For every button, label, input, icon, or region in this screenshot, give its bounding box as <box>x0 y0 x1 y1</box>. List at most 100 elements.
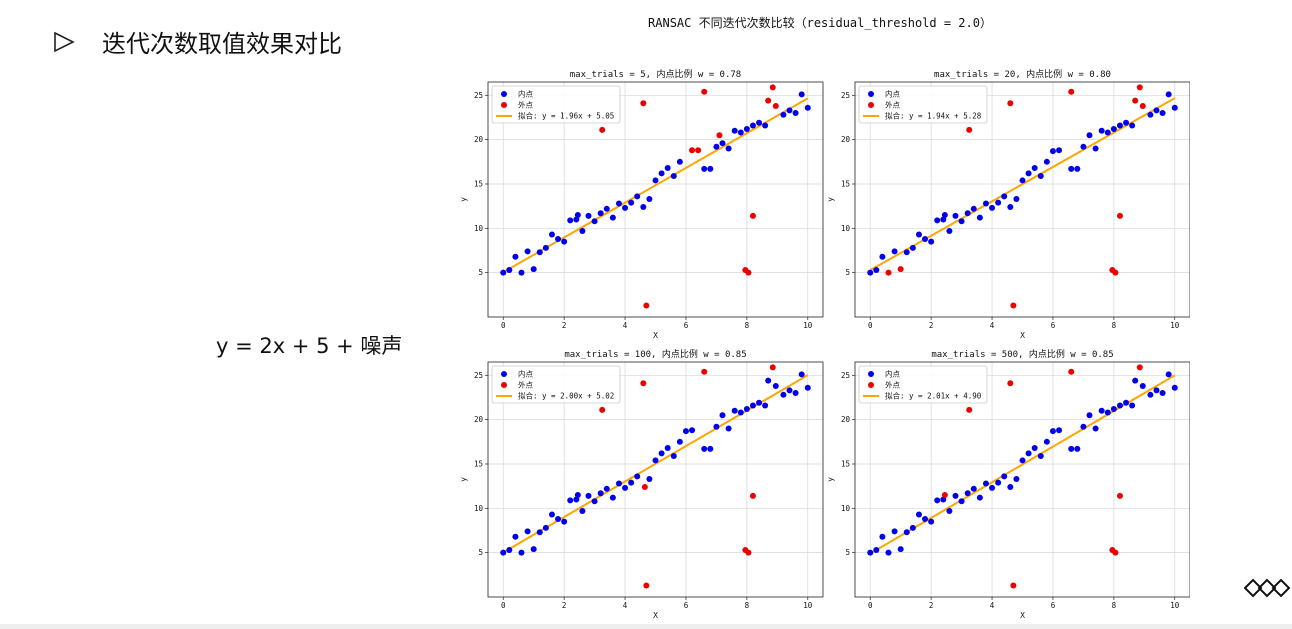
inlier-point <box>640 204 647 211</box>
inlier-point <box>1001 473 1008 480</box>
inlier-point <box>922 515 929 522</box>
inlier-point <box>1043 158 1050 165</box>
outlier-point <box>1132 97 1139 104</box>
y-tick-label: 20 <box>841 135 851 144</box>
inlier-point <box>867 549 874 556</box>
inlier-point <box>555 515 562 522</box>
y-tick-label: 10 <box>841 224 851 233</box>
inlier-point <box>561 518 568 525</box>
inlier-point <box>731 127 738 134</box>
inlier-point <box>765 377 772 384</box>
inlier-point <box>792 390 799 397</box>
inlier-point <box>1098 127 1105 134</box>
inlier-point <box>1159 110 1166 117</box>
inlier-point <box>891 248 898 255</box>
inlier-point <box>1129 122 1136 129</box>
outlier-point <box>966 406 973 413</box>
chart-title: max_trials = 20, 内点比例 w = 0.80 <box>934 68 1111 80</box>
inlier-point <box>756 119 763 126</box>
inlier-point <box>615 200 622 207</box>
inlier-point <box>530 546 537 553</box>
outlier-point <box>701 88 708 95</box>
inlier-point <box>542 524 549 531</box>
inlier-point <box>885 549 892 556</box>
inlier-point <box>743 406 750 412</box>
outlier-point <box>749 492 756 499</box>
y-axis-label: y <box>459 197 468 202</box>
legend-box <box>491 365 621 404</box>
inlier-point <box>1132 377 1139 384</box>
inlier-point <box>1037 173 1044 179</box>
x-tick-label: 8 <box>745 601 750 610</box>
legend-marker-inlier <box>868 371 874 377</box>
inlier-point <box>652 457 659 464</box>
outlier-point <box>640 100 647 107</box>
inlier-point <box>903 529 910 536</box>
x-tick-label: 6 <box>684 321 689 330</box>
plot-frame <box>487 361 824 598</box>
inlier-point <box>915 511 922 518</box>
inlier-point <box>524 248 531 255</box>
inlier-point <box>1043 438 1050 445</box>
chart-panel-4: max_trials = 500, 内点比例 w = 0.85 0 2 4 6 8 10 5 1… <box>826 348 1190 620</box>
inlier-point <box>713 143 720 150</box>
chart-title: max_trials = 500, 内点比例 w = 0.85 <box>931 348 1113 360</box>
inlier-point <box>903 249 910 256</box>
figure-title: RANSAC 不同迭代次数比较（residual_threshold = 2.0… <box>648 16 992 30</box>
outlier-point <box>641 484 648 491</box>
inlier-point <box>737 409 744 416</box>
inlier-point <box>1074 445 1081 452</box>
x-tick-label: 10 <box>1170 321 1180 330</box>
inlier-point <box>646 196 653 203</box>
inlier-point <box>756 399 763 406</box>
inlier-point <box>749 402 756 409</box>
inlier-point <box>1056 427 1063 434</box>
inlier-point <box>897 546 904 553</box>
legend-label-fit: 拟合: y = 2.01x + 4.90 <box>885 391 982 401</box>
inlier-point <box>1110 406 1117 412</box>
x-tick-label: 0 <box>868 321 873 330</box>
inlier-point <box>615 480 622 487</box>
plot-frame <box>854 81 1190 318</box>
inlier-point <box>780 391 787 398</box>
outlier-point <box>695 147 702 154</box>
inlier-point <box>701 445 708 452</box>
inlier-point <box>1068 445 1075 452</box>
inlier-point <box>689 427 696 434</box>
inlier-point <box>512 533 519 540</box>
inlier-point <box>731 407 738 414</box>
inlier-point <box>574 492 581 499</box>
plot-frame <box>854 361 1190 598</box>
inlier-point <box>536 529 543 536</box>
x-tick-label: 2 <box>929 321 934 330</box>
y-tick-label: 25 <box>841 91 850 100</box>
inlier-point <box>524 528 531 535</box>
y-tick-label: 10 <box>474 224 484 233</box>
inlier-point <box>512 253 519 260</box>
legend-box <box>491 85 621 124</box>
inlier-point <box>574 212 581 219</box>
inlier-point <box>567 497 574 504</box>
inlier-point <box>780 111 787 118</box>
inlier-point <box>603 485 610 492</box>
inlier-point <box>1019 177 1026 184</box>
chart-title: max_trials = 5, 内点比例 w = 0.78 <box>570 68 741 80</box>
outlier-point <box>1112 269 1119 276</box>
x-tick-label: 0 <box>501 321 506 330</box>
inlier-point <box>646 476 653 483</box>
inlier-point <box>1104 129 1111 136</box>
inlier-point <box>867 269 874 276</box>
inlier-point <box>622 484 629 491</box>
inlier-point <box>762 122 769 129</box>
outlier-point <box>1068 368 1075 375</box>
x-tick-label: 8 <box>745 321 750 330</box>
legend-label-fit: 拟合: y = 1.96x + 5.05 <box>518 111 614 121</box>
inlier-point <box>1049 148 1056 155</box>
inlier-point <box>670 173 677 179</box>
legend-label-inlier: 内点 <box>518 369 533 379</box>
y-tick-label: 5 <box>845 268 850 277</box>
inlier-point <box>934 217 941 224</box>
inlier-point <box>530 266 537 273</box>
inlier-point <box>1080 143 1087 150</box>
